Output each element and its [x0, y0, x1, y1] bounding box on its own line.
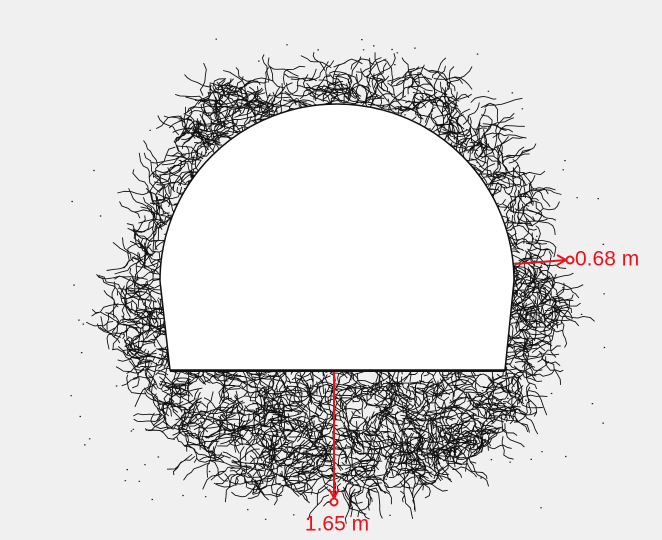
diagram: 0.68 m 1.65 m: [0, 0, 662, 540]
side-label: 0.68 m: [575, 248, 639, 271]
bottom-label: 1.65 m: [305, 513, 369, 536]
arrow-end: [567, 257, 574, 264]
arrow-end: [331, 499, 338, 506]
